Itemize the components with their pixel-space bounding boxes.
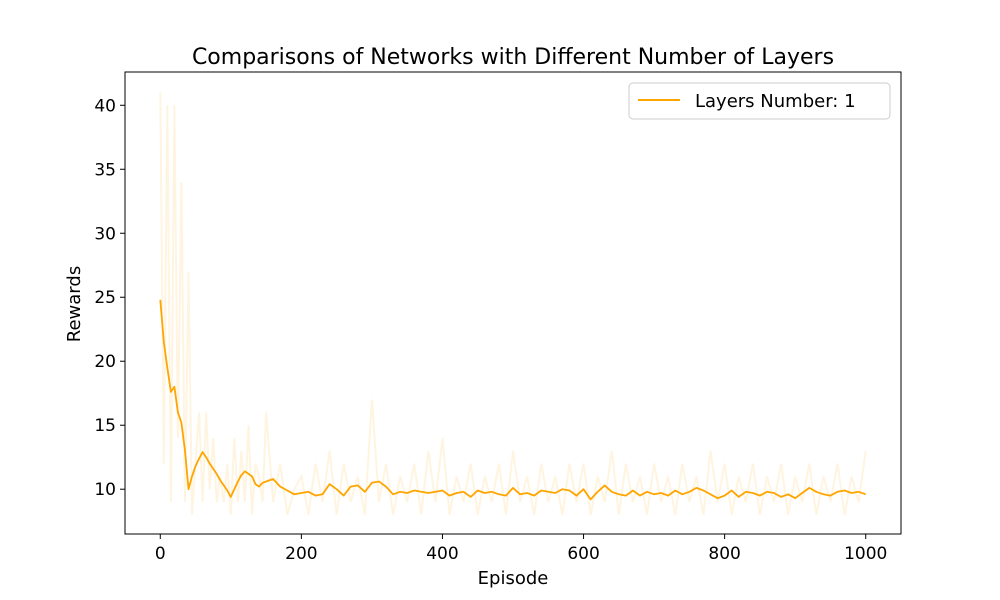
x-axis-ticks: 0 200 400 600 800 1000 — [155, 534, 887, 564]
y-tick-label: 15 — [94, 416, 116, 436]
y-tick-label: 25 — [94, 288, 116, 308]
x-axis-label: Episode — [478, 568, 549, 589]
y-tick-label: 20 — [94, 352, 116, 372]
plot-frame — [124, 71, 902, 535]
smoothed-series-layer — [159, 299, 867, 501]
x-tick-label: 800 — [708, 544, 740, 564]
y-tick-label: 40 — [94, 96, 116, 116]
y-tick-label: 35 — [94, 160, 116, 180]
y-tick-label: 10 — [94, 480, 116, 500]
x-tick-label: 600 — [567, 544, 599, 564]
legend: Layers Number: 1 — [628, 82, 891, 120]
raw-series-layer — [159, 92, 867, 516]
x-tick-label: 0 — [155, 544, 166, 564]
y-axis-ticks: 10 15 20 25 30 35 40 — [94, 96, 125, 500]
y-tick-label: 30 — [94, 224, 116, 244]
x-tick-label: 400 — [426, 544, 458, 564]
legend-box — [628, 82, 891, 120]
chart-title: Comparisons of Networks with Different N… — [192, 45, 834, 70]
smoothed-series-line — [159, 299, 867, 501]
x-tick-label: 1000 — [844, 544, 887, 564]
y-axis-label: Rewards — [64, 266, 85, 342]
legend-label: Layers Number: 1 — [695, 91, 856, 112]
raw-series-line — [159, 92, 867, 516]
x-tick-label: 200 — [285, 544, 317, 564]
